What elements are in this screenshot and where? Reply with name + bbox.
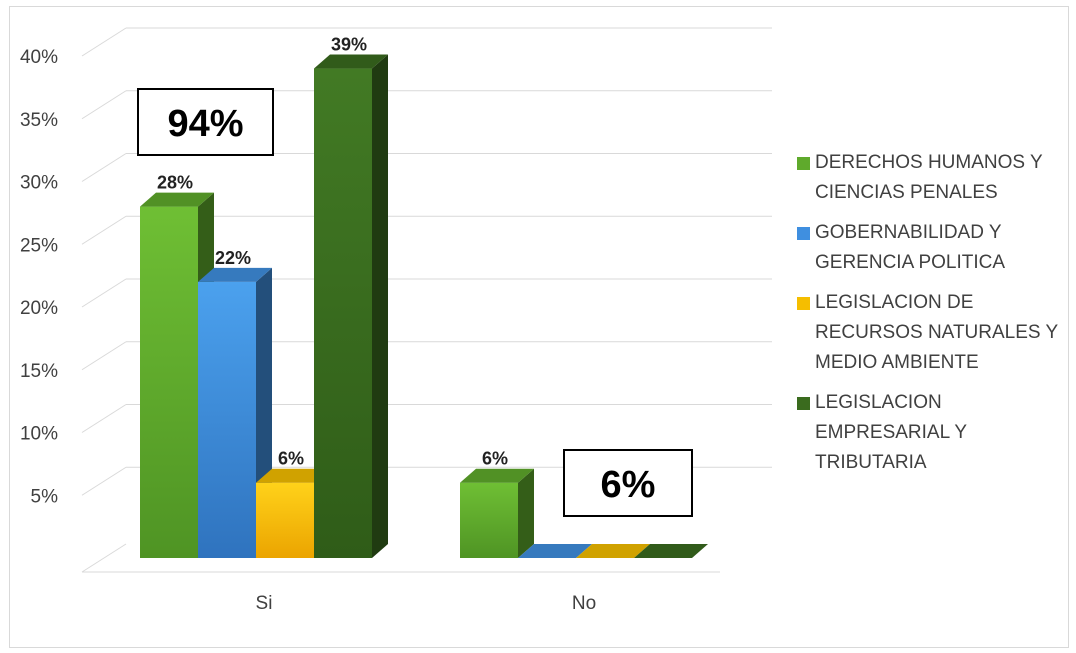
legend-label: DERECHOS HUMANOS Y CIENCIAS PENALES bbox=[815, 152, 1043, 203]
legend-swatch bbox=[797, 157, 810, 170]
annotation-text-no: 6% bbox=[601, 464, 656, 506]
y-tick-label: 5% bbox=[31, 486, 59, 507]
legend-label: GOBERNABILIDAD Y GERENCIA POLITICA bbox=[815, 222, 1006, 273]
annotation-box-no bbox=[563, 449, 693, 517]
data-label: 6% bbox=[482, 449, 508, 469]
legend-swatch bbox=[797, 227, 810, 240]
bar bbox=[460, 482, 518, 558]
legend-swatch bbox=[797, 297, 810, 310]
legend-item: GOBERNABILIDAD Y GERENCIA POLITICA bbox=[795, 218, 1065, 278]
gridline-depth bbox=[81, 215, 127, 245]
legend-item: LEGISLACION DE RECURSOS NATURALES Y MEDI… bbox=[795, 288, 1065, 378]
gridline-depth bbox=[81, 341, 127, 371]
gridline-depth bbox=[81, 90, 127, 120]
annotation-si: 94% bbox=[137, 88, 274, 156]
gridline-depth bbox=[81, 466, 127, 496]
bar-side bbox=[518, 468, 534, 558]
y-tick-label: 40% bbox=[20, 47, 58, 68]
y-tick-label: 10% bbox=[20, 424, 58, 445]
legend-item: DERECHOS HUMANOS Y CIENCIAS PENALES bbox=[795, 148, 1065, 208]
bar-top bbox=[140, 192, 214, 207]
x-tick-label: No bbox=[572, 593, 596, 614]
data-labels: 28% 22% 6% 39% 6% bbox=[157, 35, 508, 469]
bar-top bbox=[634, 544, 708, 558]
y-tick-label: 35% bbox=[20, 110, 58, 131]
bar-top bbox=[518, 544, 592, 558]
bar-top bbox=[460, 468, 534, 483]
data-label: 28% bbox=[157, 173, 193, 193]
legend: DERECHOS HUMANOS Y CIENCIAS PENALES GOBE… bbox=[795, 148, 1065, 488]
x-tick-label: Si bbox=[256, 593, 273, 614]
bar-top bbox=[256, 468, 330, 483]
data-label: 6% bbox=[278, 449, 304, 469]
gridline-depth bbox=[81, 404, 127, 433]
data-label: 22% bbox=[215, 248, 251, 268]
legend-label: LEGISLACION DE RECURSOS NATURALES Y MEDI… bbox=[815, 292, 1058, 373]
bar-top bbox=[314, 54, 388, 69]
bar-top bbox=[576, 544, 650, 558]
y-tick-label: 20% bbox=[20, 298, 58, 319]
legend-label: LEGISLACION EMPRESARIAL Y TRIBUTARIA bbox=[815, 392, 967, 473]
bar bbox=[198, 281, 256, 558]
bars bbox=[140, 54, 708, 559]
floor-edge bbox=[81, 543, 127, 573]
gridline-depth bbox=[81, 27, 127, 57]
legend-swatch bbox=[797, 397, 810, 410]
bar-top bbox=[198, 267, 272, 282]
y-tick-label: 25% bbox=[20, 235, 58, 256]
axes: 5% 10% 15% 20% 25% 30% 35% 40% Si No bbox=[20, 47, 720, 614]
bar bbox=[140, 206, 198, 558]
bar bbox=[256, 482, 314, 558]
bar bbox=[314, 68, 372, 559]
annotation-box-si bbox=[137, 88, 274, 156]
y-tick-label: 15% bbox=[20, 361, 58, 382]
legend-item: LEGISLACION EMPRESARIAL Y TRIBUTARIA bbox=[795, 388, 1065, 478]
gridline-depth bbox=[81, 278, 127, 308]
annotation-no: 6% bbox=[563, 449, 693, 517]
annotation-text-si: 94% bbox=[167, 103, 243, 145]
gridline-depth bbox=[81, 153, 127, 182]
y-tick-label: 30% bbox=[20, 173, 58, 194]
data-label: 39% bbox=[331, 35, 367, 55]
bar-side bbox=[372, 54, 388, 559]
